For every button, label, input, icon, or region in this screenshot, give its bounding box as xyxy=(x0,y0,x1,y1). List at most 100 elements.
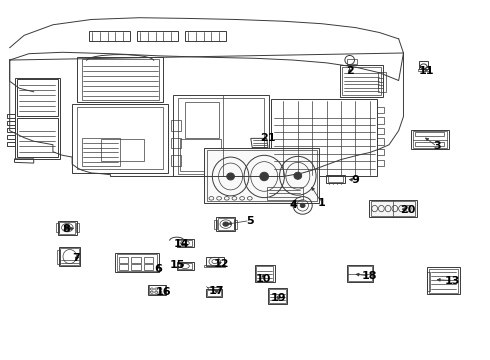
Bar xyxy=(377,128,384,134)
Text: 2: 2 xyxy=(346,66,354,76)
Bar xyxy=(378,85,383,88)
Bar xyxy=(177,239,194,247)
Bar xyxy=(7,121,15,125)
Bar xyxy=(15,78,60,159)
Bar xyxy=(119,257,128,263)
Ellipse shape xyxy=(300,203,305,207)
Text: 3: 3 xyxy=(433,141,441,152)
Bar xyxy=(178,240,192,246)
Bar xyxy=(271,99,377,176)
Ellipse shape xyxy=(227,173,234,180)
Bar xyxy=(419,61,428,69)
Text: 1: 1 xyxy=(318,198,326,208)
Bar xyxy=(427,267,460,294)
Bar xyxy=(59,222,75,234)
Bar xyxy=(173,95,269,176)
Text: 16: 16 xyxy=(155,287,171,297)
Bar xyxy=(413,131,447,148)
Bar xyxy=(418,68,430,71)
Text: 13: 13 xyxy=(445,275,460,285)
Text: 12: 12 xyxy=(213,259,229,269)
Ellipse shape xyxy=(260,172,269,181)
Bar xyxy=(347,59,357,64)
Bar xyxy=(214,220,217,229)
Bar xyxy=(377,149,384,155)
Bar xyxy=(426,272,430,291)
Bar xyxy=(378,72,386,92)
Bar xyxy=(119,264,128,270)
Bar xyxy=(115,253,159,273)
Bar xyxy=(270,289,286,303)
Bar xyxy=(206,257,224,266)
Text: 20: 20 xyxy=(401,205,416,215)
Bar xyxy=(171,138,181,148)
Bar xyxy=(180,139,221,171)
Bar xyxy=(347,265,373,282)
Bar xyxy=(77,107,163,170)
Bar xyxy=(82,59,159,100)
Bar xyxy=(131,264,141,270)
Bar xyxy=(77,57,163,102)
Bar xyxy=(185,102,219,138)
Bar xyxy=(416,142,444,146)
Bar xyxy=(171,155,181,166)
Text: 17: 17 xyxy=(208,286,224,296)
Ellipse shape xyxy=(223,222,229,226)
Text: 21: 21 xyxy=(260,133,276,143)
Bar xyxy=(144,257,153,263)
Bar xyxy=(177,262,194,270)
Bar xyxy=(348,266,372,281)
Bar xyxy=(268,288,287,304)
Bar xyxy=(89,31,130,41)
Text: 10: 10 xyxy=(256,274,271,284)
Bar xyxy=(234,220,237,229)
Bar xyxy=(7,128,15,132)
Ellipse shape xyxy=(65,225,70,230)
Bar xyxy=(343,67,381,95)
Bar xyxy=(60,248,79,265)
Bar xyxy=(411,130,449,149)
Text: 9: 9 xyxy=(351,175,359,185)
Text: 7: 7 xyxy=(72,253,80,263)
Bar xyxy=(131,257,141,263)
Bar xyxy=(7,135,15,139)
Bar xyxy=(58,221,77,235)
Bar xyxy=(328,176,343,182)
Bar xyxy=(76,224,79,232)
Bar xyxy=(206,289,222,297)
Bar xyxy=(72,104,168,173)
Bar xyxy=(171,120,181,131)
Bar xyxy=(416,132,444,136)
Bar xyxy=(17,118,58,157)
Text: 19: 19 xyxy=(271,293,287,303)
Bar xyxy=(204,265,225,267)
Bar xyxy=(148,285,166,294)
Text: 8: 8 xyxy=(63,224,70,234)
Bar xyxy=(204,148,319,203)
Bar xyxy=(59,247,80,266)
Bar xyxy=(256,266,273,280)
Bar xyxy=(218,218,234,230)
Bar xyxy=(377,159,384,166)
Bar xyxy=(137,31,178,41)
Bar xyxy=(185,31,226,41)
Text: 5: 5 xyxy=(246,216,254,226)
Text: 14: 14 xyxy=(174,239,190,249)
Bar xyxy=(57,250,60,264)
Text: 11: 11 xyxy=(419,66,434,76)
Bar xyxy=(377,107,384,113)
Bar xyxy=(144,264,153,270)
Bar xyxy=(117,254,157,271)
Bar xyxy=(216,217,235,231)
Bar xyxy=(377,138,384,145)
Bar xyxy=(17,80,58,117)
Bar xyxy=(429,269,458,293)
Bar xyxy=(101,139,144,161)
Bar xyxy=(340,66,383,97)
Bar xyxy=(82,138,120,166)
Bar xyxy=(377,117,384,123)
Bar xyxy=(378,78,383,82)
Text: 4: 4 xyxy=(289,200,297,210)
Ellipse shape xyxy=(294,172,302,179)
Bar xyxy=(7,114,15,118)
